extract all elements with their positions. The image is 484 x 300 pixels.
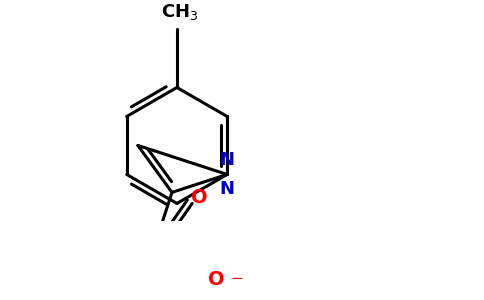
Text: N: N bbox=[220, 180, 235, 198]
Text: O: O bbox=[191, 188, 208, 206]
Text: −: − bbox=[230, 271, 243, 286]
Text: CH$_3$: CH$_3$ bbox=[161, 2, 198, 22]
Text: O: O bbox=[208, 270, 225, 289]
Text: N: N bbox=[220, 151, 235, 169]
